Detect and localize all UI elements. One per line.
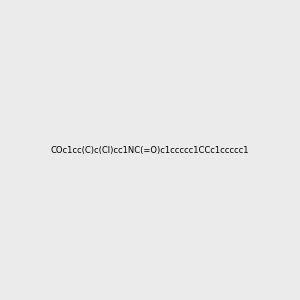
- Text: COc1cc(C)c(Cl)cc1NC(=O)c1ccccc1CCc1ccccc1: COc1cc(C)c(Cl)cc1NC(=O)c1ccccc1CCc1ccccc…: [51, 146, 249, 154]
